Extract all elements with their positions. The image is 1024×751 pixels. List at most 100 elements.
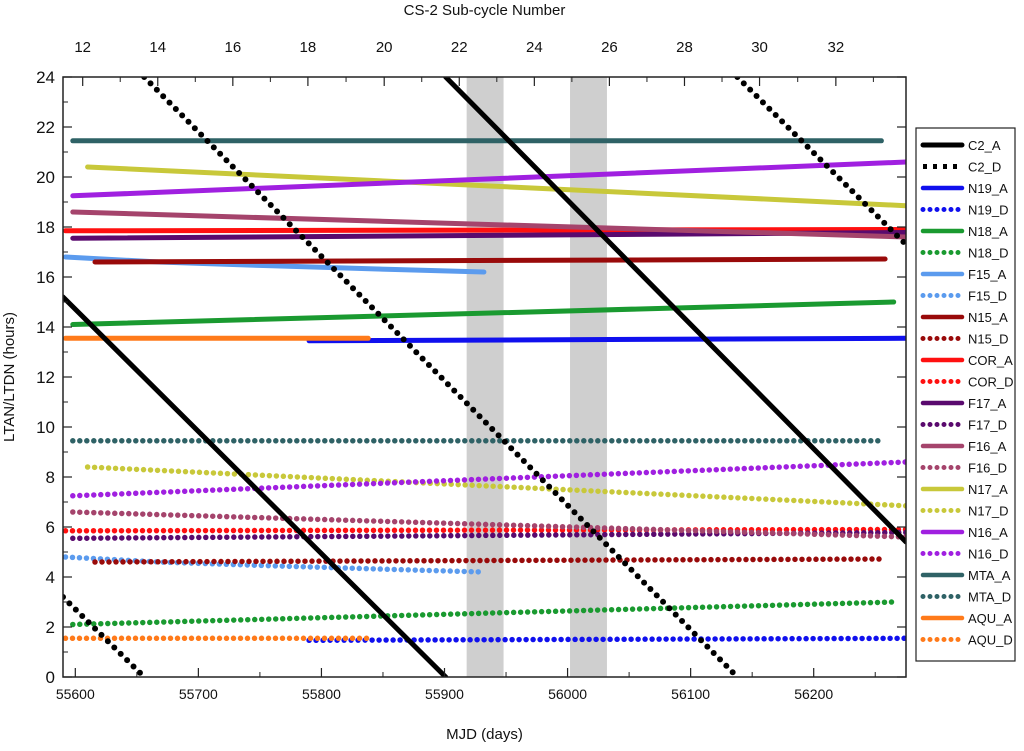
shaded-region-2 <box>570 77 607 677</box>
legend-item-n16-d: N16_D <box>920 547 1008 562</box>
legend-label: AQU_A <box>968 611 1012 626</box>
legend-item-f16-d: F16_D <box>920 461 1007 476</box>
series-f15-d <box>63 554 487 575</box>
x-tick-label: 56100 <box>671 686 710 702</box>
legend-item-f15-a: F15_A <box>920 267 1007 282</box>
series-n18-d <box>70 599 897 628</box>
legend-box <box>915 127 1016 662</box>
top-tick-label: 22 <box>451 39 468 56</box>
legend-item-cor-d: COR_D <box>920 375 1014 390</box>
legend-item-n18-a: N18_A <box>920 224 1008 239</box>
series-c2-d <box>63 77 906 677</box>
top-tick-label: 18 <box>300 39 317 56</box>
x-tick-label: 55700 <box>179 686 218 702</box>
legend-label: COR_A <box>968 353 1013 368</box>
legend-label: N15_D <box>968 332 1008 347</box>
y-tick-label: 18 <box>36 218 55 237</box>
legend-label: N18_D <box>968 246 1008 261</box>
top-tick-label: 24 <box>526 39 543 56</box>
legend-label: F15_A <box>968 267 1007 282</box>
legend-item-n18-d: N18_D <box>920 246 1008 261</box>
y-tick-label: 14 <box>36 318 55 337</box>
series-line-c2-a-1 <box>63 294 449 677</box>
series-cor-a <box>63 227 906 234</box>
legend-item-cor-a: COR_A <box>920 353 1013 368</box>
legend-label: N17_A <box>968 482 1008 497</box>
legend-label: MTA_D <box>968 590 1011 605</box>
y-tick-label: 8 <box>46 468 55 487</box>
series-line-cor-d-1 <box>63 526 906 534</box>
series-line-n15-a-1 <box>92 256 888 265</box>
legend-item-n19-a: N19_A <box>920 181 1008 196</box>
shaded-region-1 <box>466 77 504 677</box>
legend-label: F16_D <box>968 461 1007 476</box>
x-tick-label: 56000 <box>548 686 587 702</box>
series-line-f16-a-1 <box>70 209 906 240</box>
legend-item-n17-d: N17_D <box>920 504 1008 519</box>
y-tick-label: 16 <box>36 268 55 287</box>
top-tick-label: 30 <box>751 39 768 56</box>
legend-label: N16_D <box>968 547 1008 562</box>
legend-item-f17-d: F17_D <box>920 418 1007 433</box>
legend-item-f16-a: F16_A <box>920 439 1007 454</box>
series-n16-d <box>70 459 906 499</box>
series-f16-d <box>70 509 906 540</box>
legend-label: F17_D <box>968 418 1007 433</box>
legend-item-f17-a: F17_A <box>920 396 1007 411</box>
x-tick-label: 55800 <box>302 686 341 702</box>
series-f16-a <box>70 209 906 240</box>
x-tick-label: 55900 <box>425 686 464 702</box>
legend-label: AQU_D <box>968 633 1013 648</box>
y-tick-label: 24 <box>36 68 55 87</box>
series-n19-d <box>306 635 906 644</box>
legend-label: C2_A <box>968 138 1001 153</box>
top-tick-label: 16 <box>224 39 241 56</box>
y-tick-label: 0 <box>46 668 55 687</box>
legend-label: N17_D <box>968 504 1008 519</box>
series-line-c2-d-1 <box>63 594 148 677</box>
series-line-cor-a-1 <box>63 227 906 234</box>
legend-item-mta-d: MTA_D <box>920 590 1011 605</box>
y-tick-label: 2 <box>46 618 55 637</box>
y-tick-label: 12 <box>36 368 55 387</box>
y-tick-label: 20 <box>36 168 55 187</box>
series-c2-a <box>63 77 906 677</box>
y-tick-label: 4 <box>46 568 55 587</box>
series-n15-a <box>92 256 888 265</box>
legend-item-n17-a: N17_A <box>920 482 1008 497</box>
legend-label: F17_A <box>968 396 1007 411</box>
y-tick-label: 6 <box>46 518 55 537</box>
top-tick-label: 14 <box>149 39 166 56</box>
legend-item-n16-a: N16_A <box>920 525 1008 540</box>
legend-label: F15_D <box>968 289 1007 304</box>
x-tick-label: 56200 <box>794 686 833 702</box>
legend-item-n15-a: N15_A <box>920 310 1008 325</box>
series-line-c2-d-3 <box>734 77 906 248</box>
series-n17-a <box>85 164 906 209</box>
legend-item-aqu-d: AQU_D <box>920 633 1013 648</box>
series-line-n15-d-1 <box>92 556 888 565</box>
series-line-f15-d-1 <box>63 554 487 575</box>
series-line-n16-d-1 <box>70 459 906 499</box>
top-tick-label: 26 <box>601 39 618 56</box>
legend-label: N19_A <box>968 181 1008 196</box>
top-axis-label: CS-2 Sub-cycle Number <box>404 2 566 19</box>
y-tick-label: 22 <box>36 118 55 137</box>
series-line-n16-a-1 <box>70 159 906 199</box>
y-tick-label: 10 <box>36 418 55 437</box>
legend-label: F16_A <box>968 439 1007 454</box>
series-line-f16-d-1 <box>70 509 906 540</box>
legend-item-c2-a: C2_A <box>920 138 1001 153</box>
series-cor-d <box>63 526 906 534</box>
legend-item-n19-d: N19_D <box>920 203 1008 218</box>
legend-item-n15-d: N15_D <box>920 332 1008 347</box>
top-tick-label: 28 <box>676 39 693 56</box>
legend-item-f15-d: F15_D <box>920 289 1007 304</box>
x-tick-label: 55600 <box>56 686 95 702</box>
series-line-n17-a-1 <box>85 164 906 209</box>
y-axis-label: LTAN/LTDN (hours) <box>1 312 18 442</box>
x-axis-label: MJD (days) <box>446 726 523 743</box>
series-line-c2-a-2 <box>443 77 906 545</box>
legend-label: N15_A <box>968 310 1008 325</box>
